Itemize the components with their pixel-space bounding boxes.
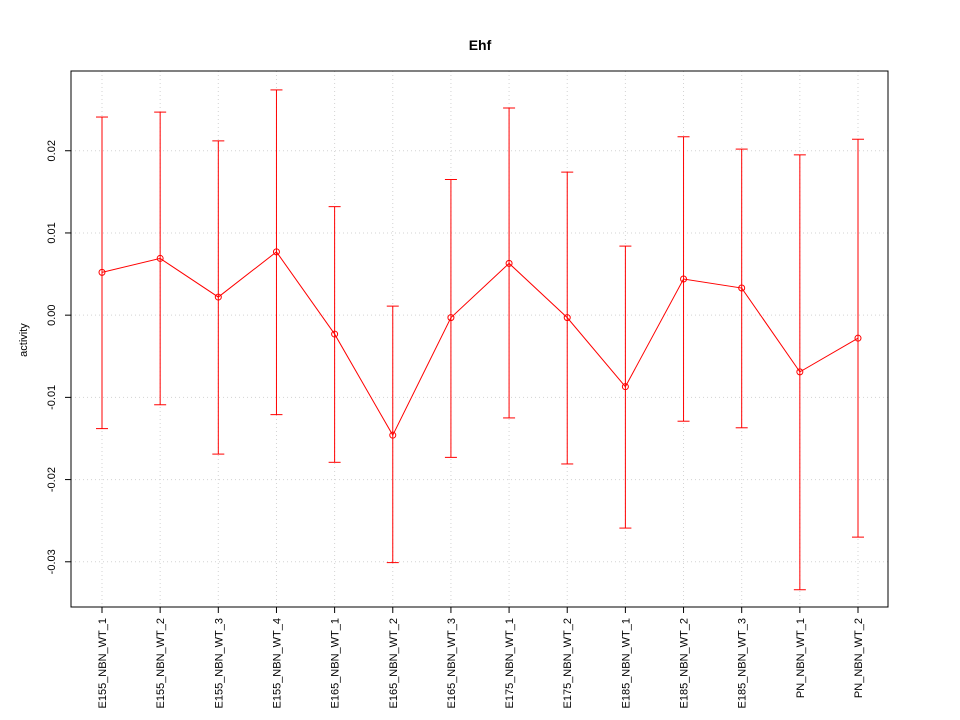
data-point bbox=[680, 275, 688, 283]
data-point bbox=[156, 254, 164, 262]
axes: -0.03 -0.02 -0.01 0.00 0.01 0.02 E155_NBN_WT_1… bbox=[46, 140, 865, 708]
x-tick-label: E165_NBN_WT_1 bbox=[330, 618, 342, 709]
grid bbox=[71, 71, 888, 607]
data-point bbox=[331, 330, 339, 338]
data-point bbox=[389, 431, 397, 439]
x-tick-label: E155_NBN_WT_4 bbox=[271, 618, 283, 709]
x-tick-label: E185_NBN_WT_1 bbox=[620, 618, 632, 709]
x-tick-label: E165_NBN_WT_3 bbox=[446, 618, 458, 709]
data-point bbox=[272, 248, 280, 256]
x-tick-label: E175_NBN_WT_2 bbox=[562, 618, 574, 709]
plot-frame bbox=[70, 70, 889, 608]
data-point bbox=[505, 259, 513, 267]
series-line bbox=[101, 251, 859, 437]
y-tick-label: -0.03 bbox=[46, 549, 58, 574]
data-layer bbox=[96, 89, 864, 591]
y-axis-label: activity bbox=[18, 323, 30, 357]
x-tick-label: PN_NBN_WT_1 bbox=[795, 618, 807, 698]
x-tick-label: E185_NBN_WT_3 bbox=[737, 618, 749, 709]
data-point bbox=[563, 314, 571, 322]
data-point bbox=[447, 314, 455, 322]
data-point bbox=[214, 293, 222, 301]
y-tick-label: 0.01 bbox=[46, 222, 58, 243]
x-tick-label: E165_NBN_WT_2 bbox=[388, 618, 400, 709]
data-point bbox=[738, 284, 746, 292]
y-tick-label: -0.01 bbox=[46, 385, 58, 410]
data-point bbox=[854, 334, 862, 342]
x-tick-label: E155_NBN_WT_2 bbox=[155, 618, 167, 709]
x-tick-label: E155_NBN_WT_3 bbox=[213, 618, 225, 709]
data-point bbox=[796, 368, 804, 376]
x-tick-label: E155_NBN_WT_1 bbox=[97, 618, 109, 709]
y-tick-label: 0.00 bbox=[46, 304, 58, 325]
data-point bbox=[621, 383, 629, 391]
y-tick-label: -0.02 bbox=[46, 467, 58, 492]
data-point bbox=[98, 268, 106, 276]
x-tick-label: PN_NBN_WT_2 bbox=[853, 618, 865, 698]
chart-title: Ehf bbox=[469, 37, 492, 53]
x-tick-label: E175_NBN_WT_1 bbox=[504, 618, 516, 709]
x-tick-label: E185_NBN_WT_2 bbox=[679, 618, 691, 709]
y-tick-label: 0.02 bbox=[46, 140, 58, 161]
